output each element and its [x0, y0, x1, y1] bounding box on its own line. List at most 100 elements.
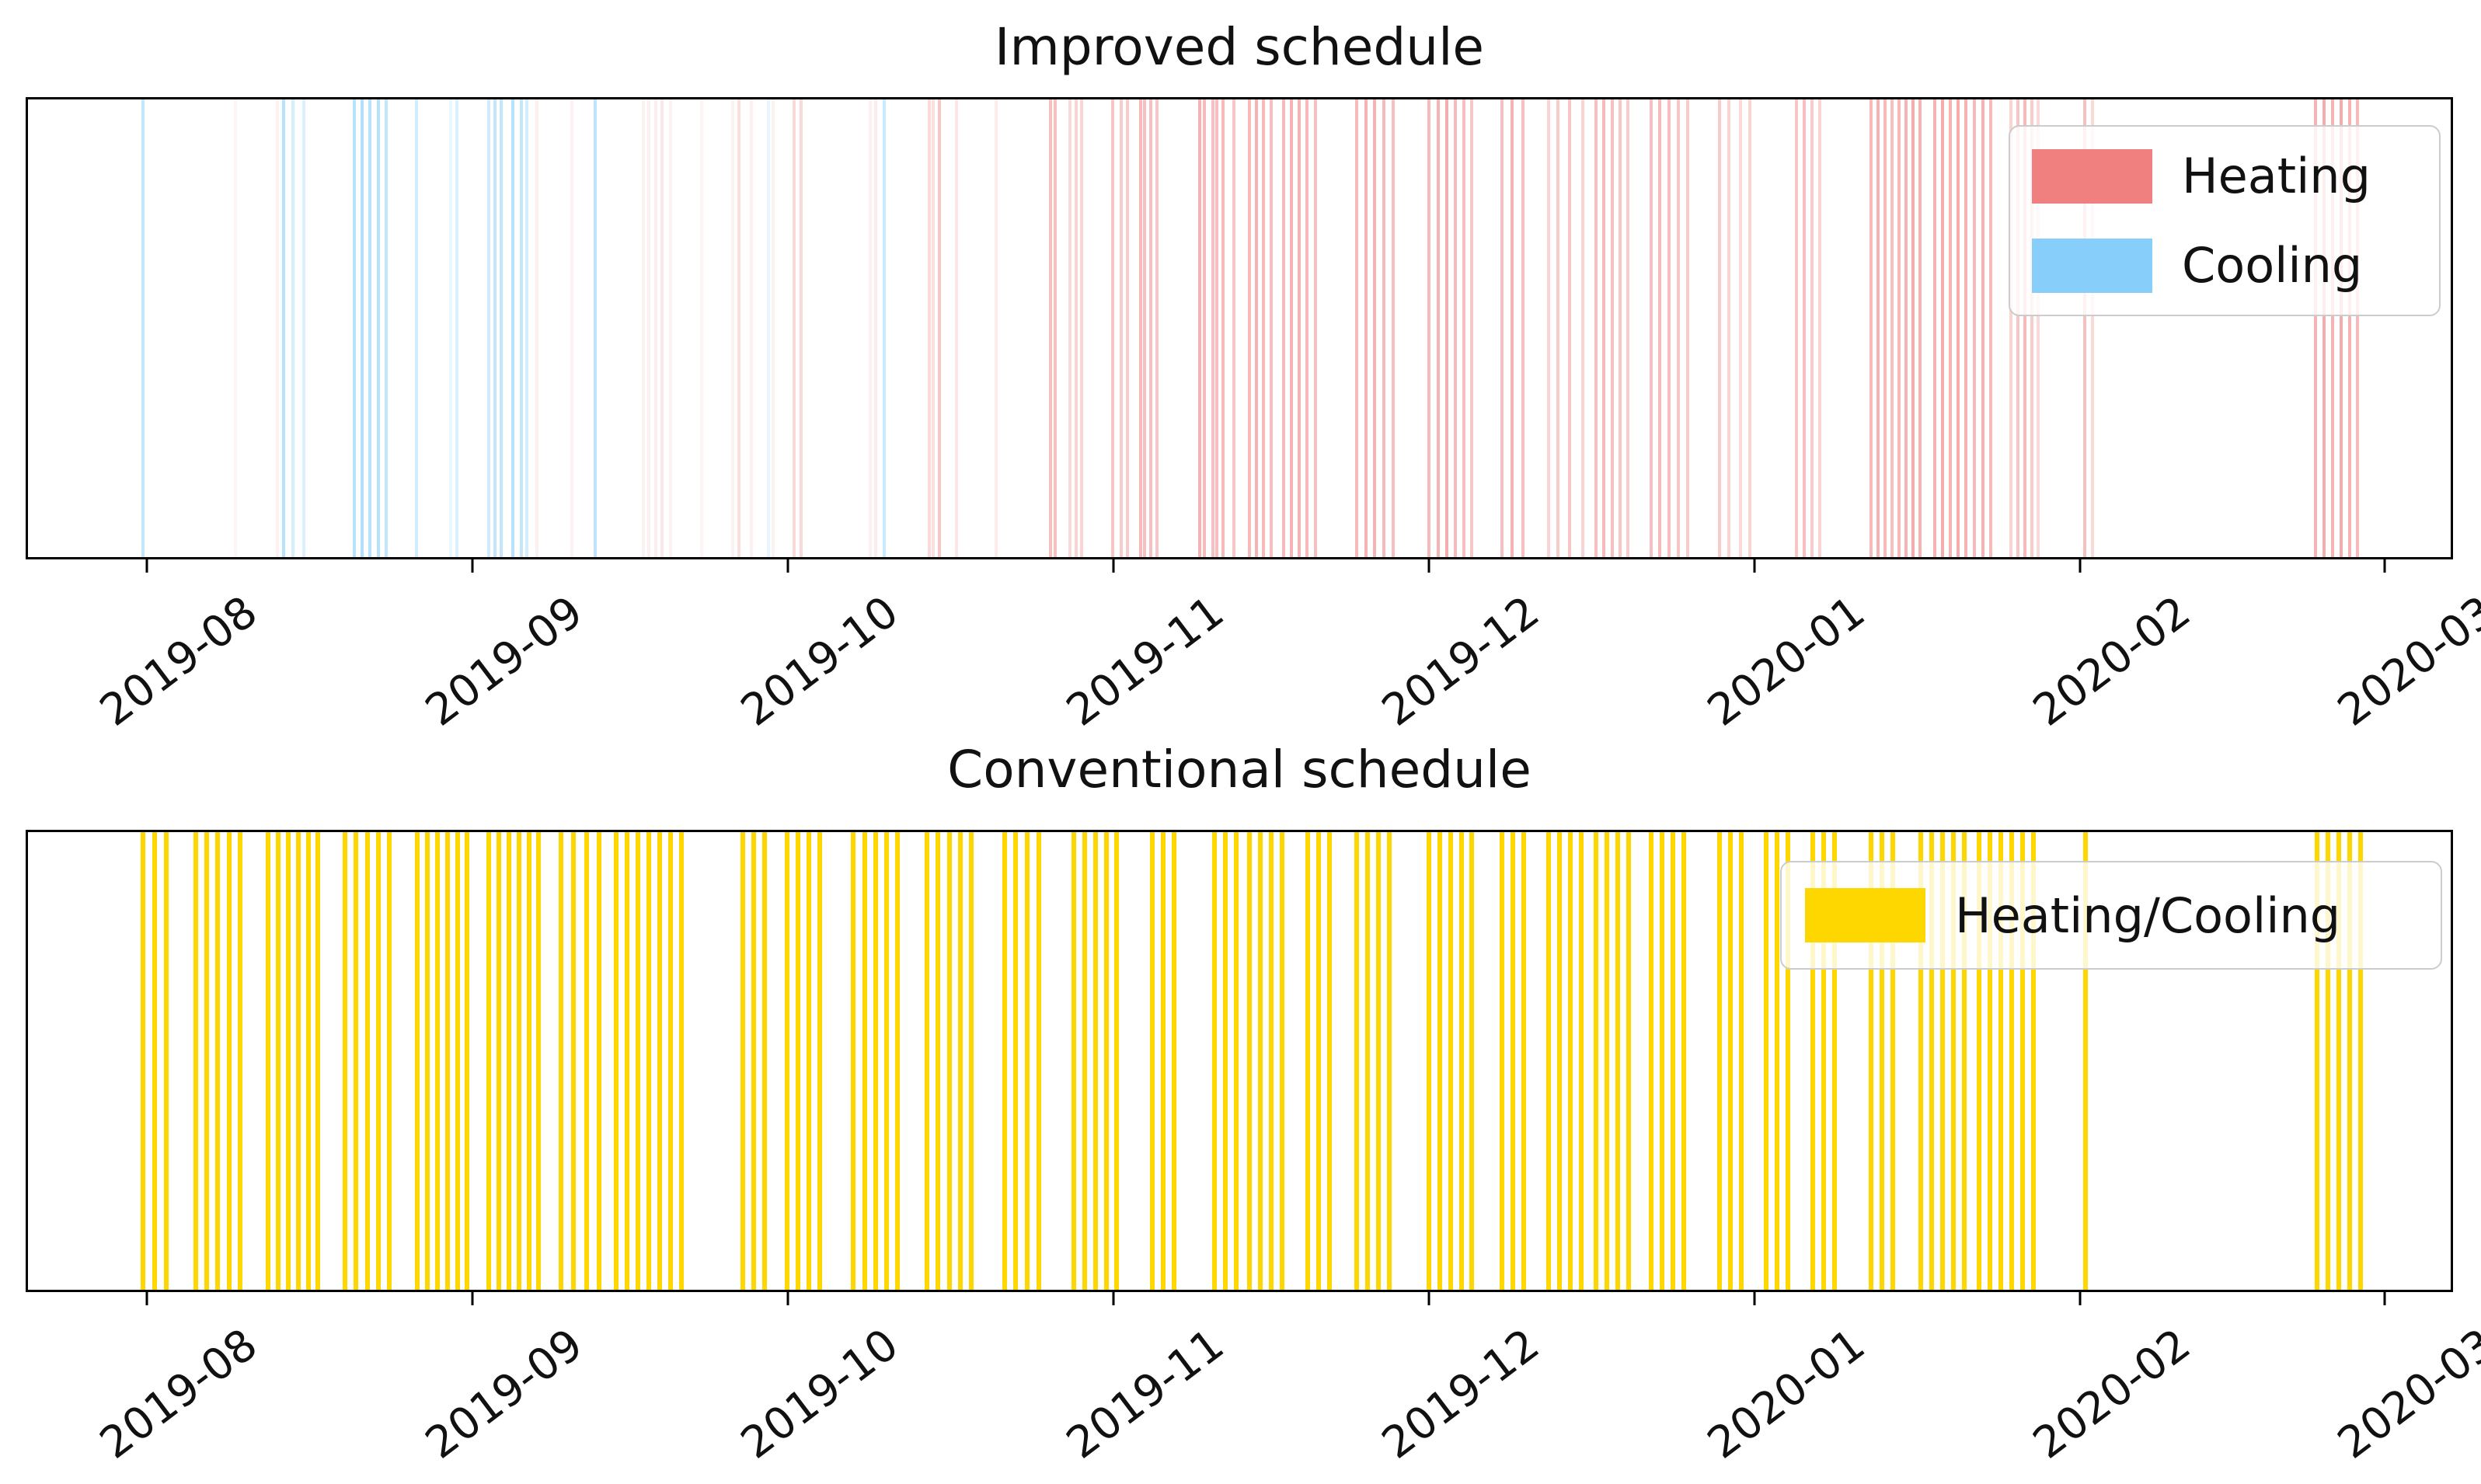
heating-cooling-event-line	[895, 832, 900, 1290]
heating-cooling-event-line	[1880, 832, 1884, 1290]
heating-cooling-event-line	[227, 832, 232, 1290]
heating-cooling-event-line	[851, 832, 855, 1290]
cooling-event-line	[525, 99, 528, 557]
x-tick-label: 2020-03	[2329, 1319, 2481, 1469]
cooling-event-line	[449, 99, 452, 557]
heating-event-line	[1677, 99, 1680, 557]
heating-event-line	[1897, 99, 1901, 557]
cooling-legend-label: Cooling	[2182, 237, 2363, 294]
heating-cooling-event-line	[1437, 832, 1442, 1290]
heating-event-line	[1521, 99, 1524, 557]
heating-cooling-event-line	[445, 832, 450, 1290]
legend-row-heating-cooling: Heating/Cooling	[1805, 887, 2441, 944]
x-tick-label: 2020-02	[2024, 587, 2200, 737]
heating-event-line	[1282, 99, 1285, 557]
heating-event-line	[1957, 99, 1960, 557]
cooling-event-line	[282, 99, 285, 557]
heating-cooling-event-line	[884, 832, 889, 1290]
heating-event-line	[1718, 99, 1721, 557]
heating-cooling-event-line	[527, 832, 531, 1290]
heating-cooling-event-line	[1071, 832, 1076, 1290]
heating-cooling-event-line	[668, 832, 673, 1290]
heating-event-line	[1658, 99, 1661, 557]
heating-event-line	[2083, 99, 2086, 557]
heating-cooling-event-line	[614, 832, 619, 1290]
heating-event-line	[1075, 99, 1078, 557]
heating-cooling-legend-label: Heating/Cooling	[1955, 887, 2341, 944]
heating-event-line	[2331, 99, 2334, 557]
heating-cooling-event-line	[536, 832, 541, 1290]
cooling-event-line	[302, 99, 305, 557]
heating-event-line	[1462, 99, 1465, 557]
x-tick-label: 2020-01	[1699, 587, 1875, 737]
heating-cooling-event-line	[276, 832, 281, 1290]
heating-cooling-event-line	[1459, 832, 1464, 1290]
cooling-event-line	[368, 99, 371, 557]
heating-event-line	[1382, 99, 1385, 557]
heating-cooling-event-line	[1305, 832, 1310, 1290]
heating-cooling-event-line	[1988, 832, 1992, 1290]
heating-event-line	[1427, 99, 1430, 557]
heating-event-line	[1748, 99, 1751, 557]
heating-cooling-event-line	[2347, 832, 2352, 1290]
heating-event-line	[731, 99, 734, 557]
heating-cooling-event-line	[1739, 832, 1744, 1290]
heating-event-line	[955, 99, 958, 557]
heating-cooling-event-line	[1918, 832, 1923, 1290]
conventional-schedule-plot: Heating/Cooling 2019-08 2019-09 2019-10 201…	[26, 830, 2481, 1469]
heating-event-line	[1221, 99, 1225, 557]
heating-event-line	[1054, 99, 1057, 557]
heating-event-line	[1232, 99, 1235, 557]
heating-cooling-event-line	[1269, 832, 1274, 1290]
x-tick	[2079, 557, 2082, 573]
heating-event-line	[2091, 99, 2094, 557]
heating-cooling-event-line	[343, 832, 347, 1290]
heating-cooling-event-line	[1786, 832, 1790, 1290]
heating-event-line	[1803, 99, 1806, 557]
heating-event-line	[1949, 99, 1952, 557]
heating-cooling-event-line	[1940, 832, 1945, 1290]
heating-event-line	[1211, 99, 1214, 557]
heating-cooling-event-line	[679, 832, 684, 1290]
heating-event-line	[2322, 99, 2326, 557]
heating-cooling-event-line	[193, 832, 198, 1290]
x-tick-label: 2019-11	[1058, 1319, 1234, 1469]
x-tick-label: 2019-12	[1373, 587, 1549, 737]
conventional-schedule-title: Conventional schedule	[947, 740, 1531, 799]
heating-cooling-event-line	[958, 832, 963, 1290]
heating-event-line	[1890, 99, 1894, 557]
x-tick	[145, 557, 148, 573]
heating-cooling-event-line	[862, 832, 867, 1290]
heating-event-line	[1883, 99, 1887, 557]
heating-cooling-event-line	[751, 832, 756, 1290]
heating-cooling-event-line	[597, 832, 601, 1290]
heating-event-line	[2037, 99, 2040, 557]
heating-event-line	[1810, 99, 1814, 557]
conventional-legend: Heating/Cooling	[1780, 861, 2442, 970]
x-tick-label: 2019-09	[416, 1319, 593, 1469]
heating-event-line	[800, 99, 803, 557]
cooling-event-line	[767, 99, 770, 557]
heating-cooling-event-line	[1890, 832, 1895, 1290]
heating-event-line	[1667, 99, 1671, 557]
heating-event-line	[1203, 99, 1206, 557]
cooling-event-line	[520, 99, 523, 557]
x-tick	[2383, 1290, 2386, 1305]
heating-event-line	[654, 99, 657, 557]
heating-cooling-event-line	[1521, 832, 1526, 1290]
heating-cooling-event-line	[215, 832, 220, 1290]
heating-event-line	[660, 99, 664, 557]
heating-cooling-event-line	[1962, 832, 1967, 1290]
heating-cooling-event-line	[2083, 832, 2088, 1290]
heating-cooling-event-line	[873, 832, 878, 1290]
heating-event-line	[1139, 99, 1142, 557]
heating-event-line	[1818, 99, 1821, 557]
legend-row-heating: Heating	[2032, 148, 2439, 204]
heating-cooling-event-line	[969, 832, 974, 1290]
heating-cooling-event-line	[1649, 832, 1653, 1290]
cooling-event-line	[493, 99, 497, 557]
heating-cooling-event-line	[646, 832, 651, 1290]
x-tick-label: 2020-03	[2329, 587, 2481, 737]
x-tick-label: 2019-12	[1373, 1319, 1549, 1469]
